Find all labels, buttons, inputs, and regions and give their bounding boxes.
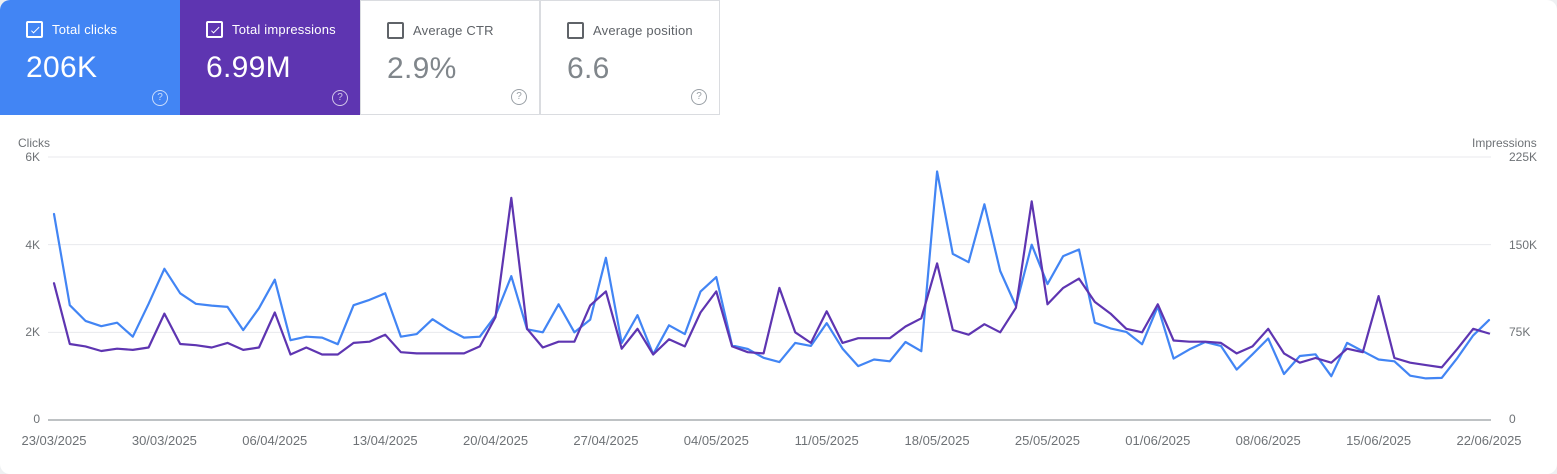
- x-axis-label: 01/06/2025: [1125, 433, 1191, 448]
- metric-cards-row: Total clicks 206K ? Total impressions 6.…: [0, 0, 720, 115]
- left-axis-tick: 2K: [25, 325, 40, 339]
- right-axis-tick: 150K: [1509, 238, 1538, 252]
- clicks-line: [52, 170, 1491, 380]
- card-value: 6.99M: [206, 51, 291, 84]
- left-axis-title: Clicks: [18, 136, 50, 150]
- help-icon[interactable]: ?: [691, 89, 707, 105]
- right-axis-title: Impressions: [1472, 136, 1537, 150]
- x-axis-label: 22/06/2025: [1456, 433, 1522, 448]
- card-value: 2.9%: [387, 52, 457, 85]
- card-average-position[interactable]: Average position 6.6 ?: [540, 0, 720, 115]
- x-axis-label: 27/04/2025: [573, 433, 639, 448]
- card-total-impressions[interactable]: Total impressions 6.99M ?: [180, 0, 360, 115]
- card-total-clicks[interactable]: Total clicks 206K ?: [0, 0, 180, 115]
- card-label: Average position: [593, 23, 693, 38]
- x-axis-label: 04/05/2025: [683, 433, 749, 448]
- left-axis-tick: 6K: [25, 150, 40, 164]
- checkbox-checked-icon[interactable]: [206, 21, 223, 38]
- checkbox-unchecked-icon[interactable]: [567, 22, 584, 39]
- x-axis-label: 08/06/2025: [1235, 433, 1301, 448]
- right-axis-tick: 75K: [1509, 325, 1531, 339]
- x-axis-label: 06/04/2025: [242, 433, 308, 448]
- x-axis-label: 13/04/2025: [352, 433, 418, 448]
- card-label: Average CTR: [413, 23, 494, 38]
- x-axis-label: 11/05/2025: [794, 433, 859, 448]
- left-axis-tick: 0: [33, 412, 40, 426]
- help-icon[interactable]: ?: [511, 89, 527, 105]
- checkbox-unchecked-icon[interactable]: [387, 22, 404, 39]
- card-value: 206K: [26, 51, 98, 84]
- left-axis-tick: 4K: [25, 238, 40, 252]
- card-value: 6.6: [567, 52, 610, 85]
- impressions-line: [52, 196, 1491, 369]
- x-axis-label: 18/05/2025: [904, 433, 970, 448]
- checkbox-checked-icon[interactable]: [26, 21, 43, 38]
- card-label: Total impressions: [232, 22, 336, 37]
- right-axis-tick: 0: [1509, 412, 1516, 426]
- x-axis-label: 30/03/2025: [131, 433, 197, 448]
- x-axis-label: 25/05/2025: [1014, 433, 1080, 448]
- card-average-ctr[interactable]: Average CTR 2.9% ?: [360, 0, 540, 115]
- help-icon[interactable]: ?: [152, 90, 168, 106]
- right-axis-tick: 225K: [1509, 150, 1538, 164]
- x-axis-label: 15/06/2025: [1346, 433, 1412, 448]
- card-label: Total clicks: [52, 22, 118, 37]
- x-axis-label: 20/04/2025: [462, 433, 529, 448]
- help-icon[interactable]: ?: [332, 90, 348, 106]
- x-axis-label: 23/03/2025: [21, 433, 87, 448]
